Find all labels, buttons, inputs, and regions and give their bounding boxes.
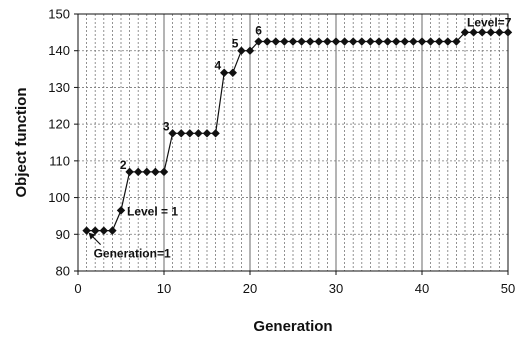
data-point	[168, 129, 177, 138]
y-tick-label: 80	[56, 264, 70, 279]
y-tick-label: 100	[48, 190, 70, 205]
data-point	[134, 167, 143, 177]
y-axis-title: Object function	[13, 88, 30, 198]
data-point	[288, 37, 298, 46]
data-point	[82, 226, 91, 235]
data-point	[271, 37, 280, 46]
plot-frame	[77, 13, 509, 272]
data-point	[400, 37, 409, 46]
data-point	[142, 167, 151, 177]
data-point	[125, 167, 134, 177]
annotation-label: Level=7	[467, 15, 512, 29]
data-point	[452, 37, 461, 46]
annotation-label: Level = 1	[127, 204, 178, 218]
data-point	[478, 28, 487, 37]
data-point	[443, 37, 452, 46]
data-point	[495, 28, 504, 37]
y-tick-label: 120	[48, 117, 70, 132]
data-point	[159, 167, 169, 177]
x-tick-label: 20	[243, 281, 257, 296]
y-tick-label: 130	[48, 80, 70, 95]
data-point	[366, 37, 375, 46]
y-tick-labels: 80 90 100 110 120 130 140 150	[48, 7, 78, 279]
y-tick-label: 110	[49, 153, 70, 168]
data-point	[177, 129, 186, 138]
data-point	[323, 37, 332, 46]
series-line	[86, 31, 508, 232]
data-point	[99, 226, 108, 235]
grid	[78, 14, 508, 271]
data-point	[392, 37, 401, 46]
data-point	[297, 37, 306, 46]
x-tick-label: 40	[415, 281, 429, 296]
y-tick-label: 150	[48, 7, 70, 22]
data-point	[469, 28, 478, 37]
x-axis-title: Generation	[253, 318, 332, 335]
data-point	[228, 68, 237, 77]
data-point	[435, 37, 444, 46]
annotation-label: 6	[255, 24, 262, 38]
x-tick-label: 30	[329, 281, 343, 296]
annotation-label: 2	[120, 158, 127, 172]
x-tick-label: 50	[501, 281, 515, 296]
annotation-label: 4	[215, 59, 222, 73]
data-point	[331, 37, 341, 46]
data-point	[245, 46, 255, 55]
data-point	[503, 28, 513, 37]
data-point	[280, 37, 289, 46]
data-point	[426, 37, 435, 46]
data-point	[237, 46, 246, 55]
data-point	[383, 37, 392, 46]
data-point	[202, 129, 212, 138]
data-point	[357, 37, 366, 46]
data-point	[263, 37, 272, 46]
data-point	[417, 37, 427, 46]
data-point	[151, 167, 160, 177]
data-point	[254, 37, 263, 46]
annotation-label: Generation=1	[94, 247, 171, 261]
data-point	[460, 28, 470, 37]
x-tick-label: 10	[157, 281, 171, 296]
data-point	[374, 37, 384, 46]
data-point	[211, 129, 220, 138]
data-point	[314, 37, 323, 46]
x-tick-labels: 0 10 20 30 40 50	[74, 271, 515, 296]
y-tick-label: 90	[56, 227, 70, 242]
data-point	[194, 129, 203, 138]
data-point	[306, 37, 315, 46]
x-tick-label: 0	[74, 281, 81, 296]
data-point	[108, 226, 117, 235]
data-point	[409, 37, 418, 46]
data-point	[91, 226, 100, 235]
data-point	[340, 37, 349, 46]
annotation-label: 5	[232, 37, 239, 51]
data-point	[220, 68, 229, 77]
y-tick-label: 140	[48, 43, 70, 58]
annotation-label: 3	[163, 119, 170, 133]
series-markers	[82, 28, 513, 235]
data-point	[185, 129, 194, 138]
annotations: Generation=1 Level = 1 2 3 45 6 Level=7	[88, 15, 512, 261]
data-point	[486, 28, 495, 37]
data-point	[116, 206, 126, 215]
data-point	[349, 37, 358, 46]
annotation-arrowhead	[88, 232, 96, 240]
